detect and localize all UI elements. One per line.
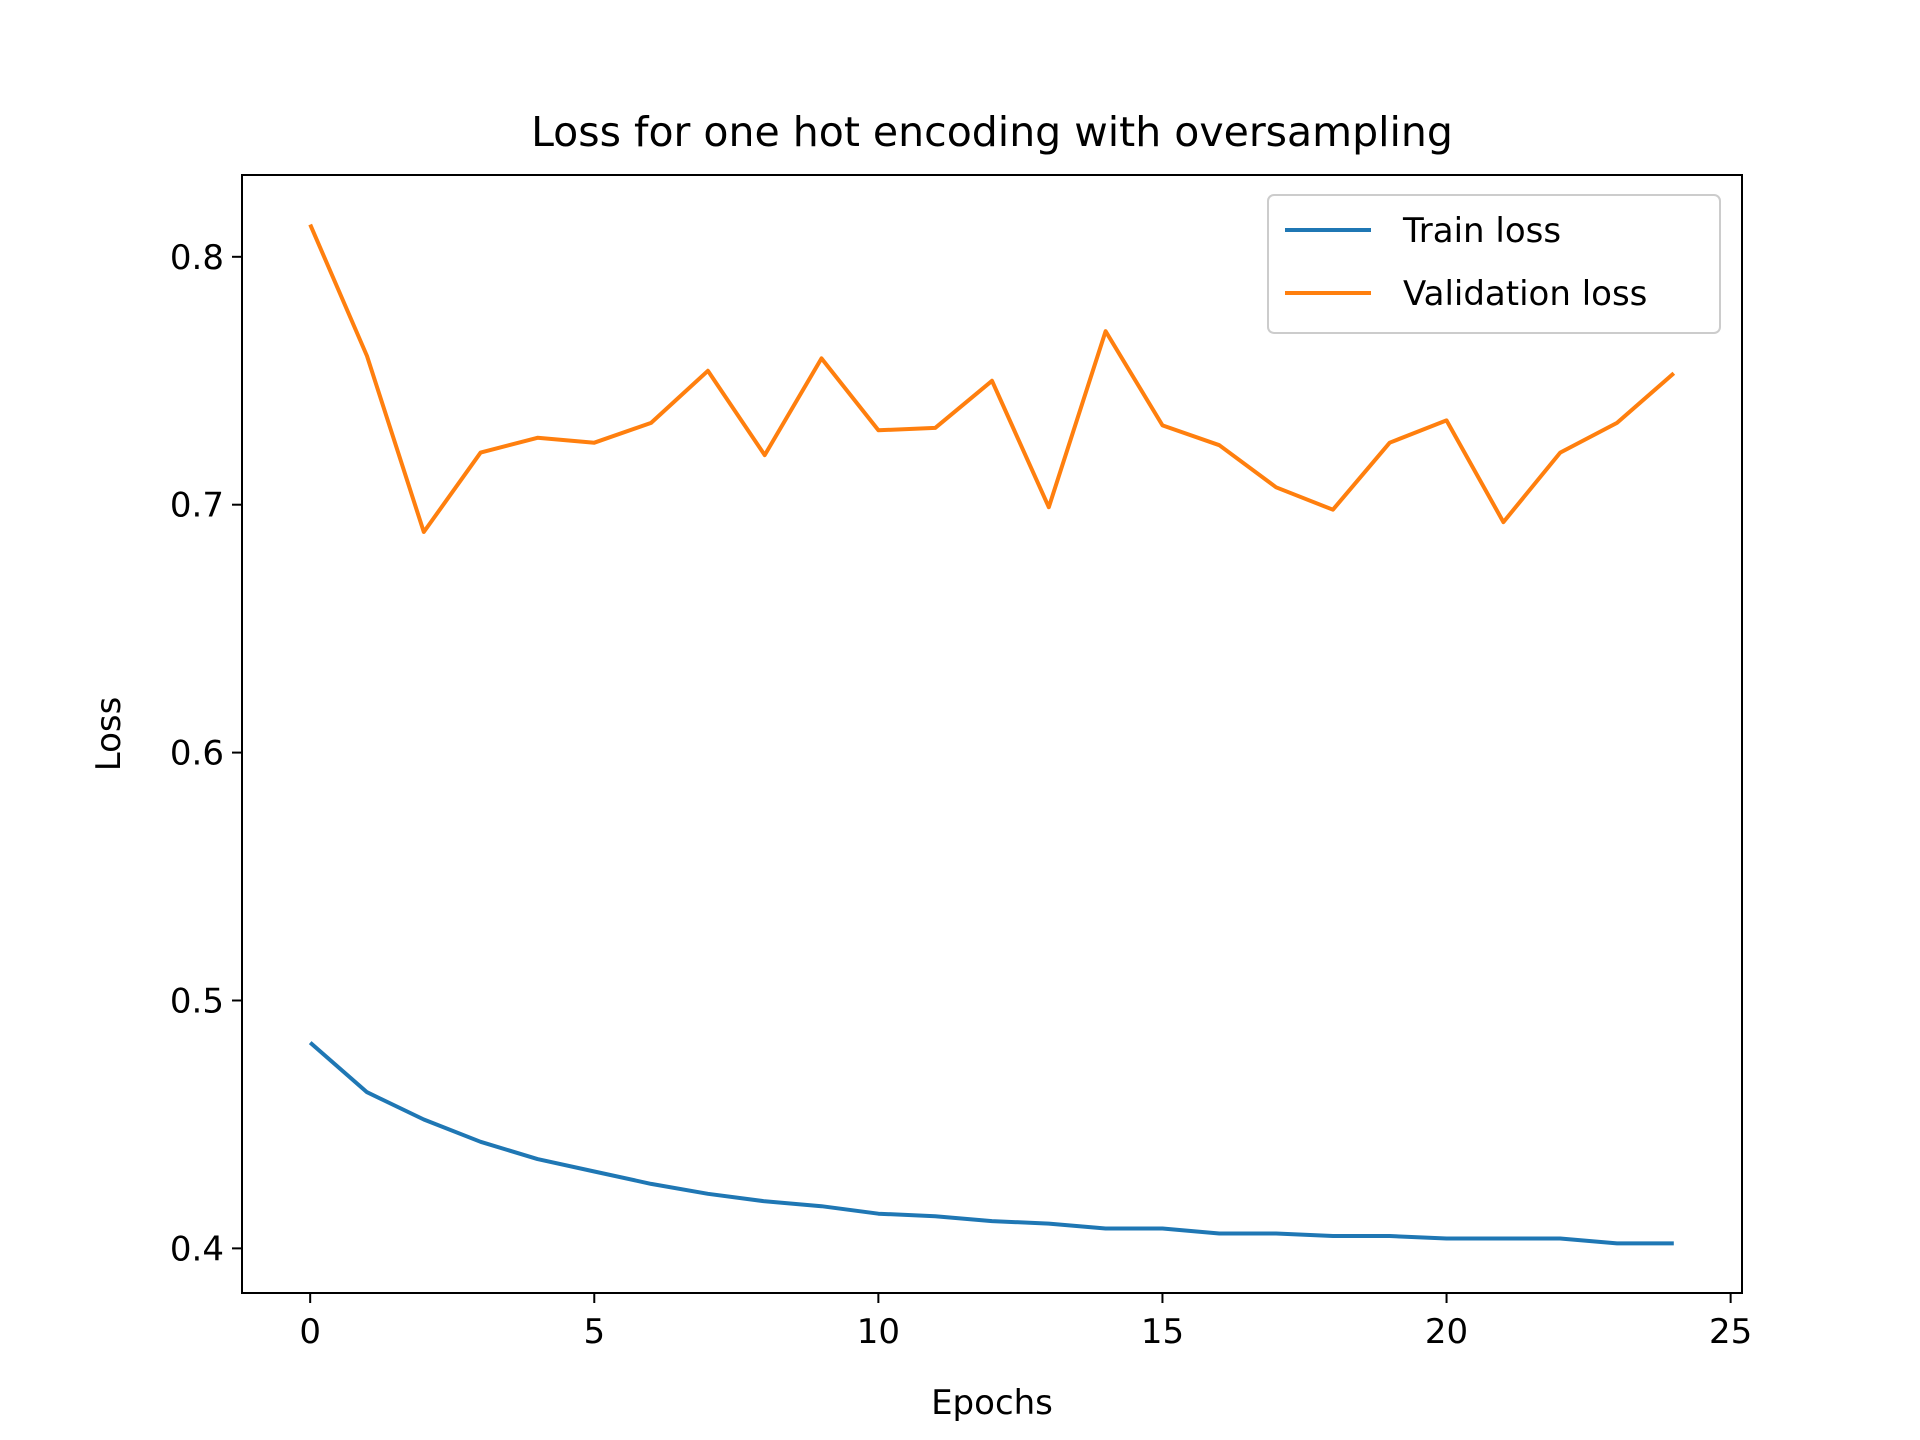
- x-tick-label: 15: [1141, 1312, 1184, 1352]
- x-axis-label: Epochs: [931, 1383, 1053, 1423]
- legend-label-validation-loss: Validation loss: [1403, 274, 1647, 314]
- series-line-train-loss: [308, 1041, 1674, 1246]
- y-tick-label: 0.6: [170, 734, 224, 774]
- chart-title: Loss for one hot encoding with oversampl…: [531, 108, 1453, 156]
- plot-frame: [241, 174, 1743, 1294]
- series-line-validation-loss: [308, 223, 1676, 534]
- x-tick-label: 5: [583, 1312, 605, 1352]
- x-tick-label: 10: [857, 1312, 900, 1352]
- y-tick-label: 0.8: [170, 238, 224, 278]
- y-axis-label: Loss: [89, 697, 129, 772]
- y-tick-label: 0.4: [170, 1229, 224, 1269]
- legend-label-train-loss: Train loss: [1402, 211, 1561, 251]
- plot-area: [308, 223, 1676, 1246]
- x-tick-label: 0: [299, 1312, 321, 1352]
- x-tick-label: 20: [1425, 1312, 1468, 1352]
- legend-box: [1267, 194, 1721, 334]
- x-tick-label: 25: [1709, 1312, 1752, 1352]
- axis-ticks: 0 5 10 15 20 25 0.4 0.5 0.6 0.7 0.8: [170, 238, 1752, 1352]
- legend: Train loss Validation loss: [1267, 194, 1721, 334]
- y-tick-label: 0.7: [170, 486, 224, 526]
- y-tick-label: 0.5: [170, 981, 224, 1021]
